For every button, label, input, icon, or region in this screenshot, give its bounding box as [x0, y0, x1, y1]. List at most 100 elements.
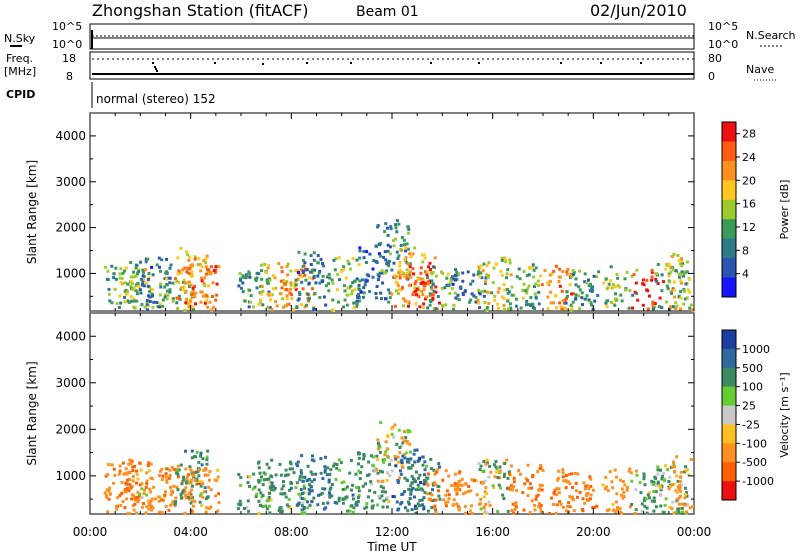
- data-cell: [445, 489, 449, 493]
- data-cell: [200, 463, 204, 467]
- data-cell: [328, 493, 332, 497]
- data-cell: [426, 509, 430, 513]
- data-cell: [433, 472, 437, 476]
- data-cell: [185, 480, 188, 484]
- data-cell: [270, 488, 274, 492]
- data-cell: [165, 271, 169, 275]
- data-cell: [677, 484, 681, 488]
- data-cell: [405, 242, 409, 246]
- data-cell: [376, 458, 380, 462]
- data-cell: [397, 254, 401, 258]
- data-cell: [107, 497, 111, 501]
- data-cell: [500, 256, 504, 260]
- data-cell: [361, 484, 365, 488]
- data-cell: [408, 466, 412, 470]
- data-cell: [358, 477, 362, 481]
- data-cell: [502, 497, 506, 500]
- data-cell: [159, 282, 162, 286]
- data-cell: [191, 263, 194, 267]
- data-cell: [485, 264, 489, 268]
- data-cell: [676, 510, 680, 514]
- data-cell: [483, 282, 487, 285]
- data-cell: [267, 477, 271, 481]
- data-cell: [413, 286, 416, 290]
- data-cell: [104, 265, 108, 269]
- data-cell: [525, 303, 528, 307]
- data-cell: [611, 508, 615, 512]
- data-cell: [426, 306, 430, 310]
- data-cell: [675, 490, 679, 494]
- data-cell: [132, 508, 136, 512]
- data-cell: [151, 294, 154, 298]
- data-cell: [399, 460, 403, 463]
- colorbar-swatch: [722, 141, 736, 162]
- data-cell: [199, 300, 203, 304]
- data-cell: [330, 278, 334, 282]
- data-cell: [621, 480, 625, 483]
- data-cell: [303, 511, 307, 515]
- colorbar-swatch: [722, 330, 736, 350]
- data-cell: [291, 308, 295, 312]
- data-cell: [335, 466, 339, 470]
- data-cell: [498, 469, 502, 473]
- data-cell: [342, 284, 346, 288]
- data-cell: [406, 262, 410, 266]
- data-cell: [175, 301, 179, 305]
- data-cell: [146, 278, 150, 282]
- data-cell: [258, 471, 262, 475]
- data-cell: [345, 485, 349, 489]
- data-cell: [254, 495, 258, 499]
- data-cell: [436, 295, 440, 298]
- data-cell: [191, 289, 195, 293]
- data-cell: [205, 506, 209, 510]
- data-cell: [630, 479, 634, 483]
- data-cell: [671, 500, 675, 504]
- data-cell: [635, 473, 639, 477]
- data-cell: [369, 482, 373, 486]
- data-cell: [400, 236, 404, 239]
- data-cell: [217, 265, 221, 269]
- data-cell: [434, 274, 438, 278]
- data-cell: [533, 292, 537, 296]
- data-cell: [493, 298, 497, 302]
- data-cell: [350, 292, 354, 296]
- nsearch-label: N.Search: [746, 29, 796, 42]
- data-cell: [191, 473, 195, 477]
- data-cell: [120, 492, 124, 495]
- data-cell: [605, 299, 609, 303]
- data-cell: [557, 491, 561, 495]
- data-cell: [296, 269, 300, 273]
- data-cell: [405, 274, 409, 277]
- data-cell: [628, 467, 632, 471]
- data-cell: [625, 488, 629, 492]
- data-cell: [643, 499, 646, 502]
- data-cell: [683, 486, 687, 490]
- data-cell: [390, 469, 394, 473]
- data-cell: [307, 296, 311, 300]
- data-cell: [679, 296, 683, 300]
- data-cell: [397, 270, 401, 274]
- data-cell: [525, 274, 529, 278]
- data-cell: [426, 282, 430, 286]
- data-cell: [402, 274, 406, 278]
- data-cell: [678, 480, 682, 483]
- data-cell: [502, 475, 506, 478]
- data-cell: [142, 270, 145, 274]
- data-cell: [355, 277, 359, 281]
- data-cell: [302, 491, 306, 495]
- data-cell: [158, 302, 162, 306]
- data-cell: [632, 273, 636, 277]
- data-cell: [503, 307, 507, 311]
- data-cell: [285, 280, 289, 284]
- colorbar-tick-label: 8: [742, 244, 749, 257]
- data-cell: [447, 474, 451, 478]
- data-cell: [585, 484, 589, 488]
- data-cell: [146, 499, 150, 503]
- data-cell: [205, 458, 209, 462]
- data-cell: [357, 469, 361, 473]
- data-cell: [268, 504, 271, 508]
- data-cell: [561, 270, 565, 274]
- data-cell: [641, 303, 645, 307]
- data-cell: [384, 258, 388, 262]
- data-cell: [271, 287, 275, 291]
